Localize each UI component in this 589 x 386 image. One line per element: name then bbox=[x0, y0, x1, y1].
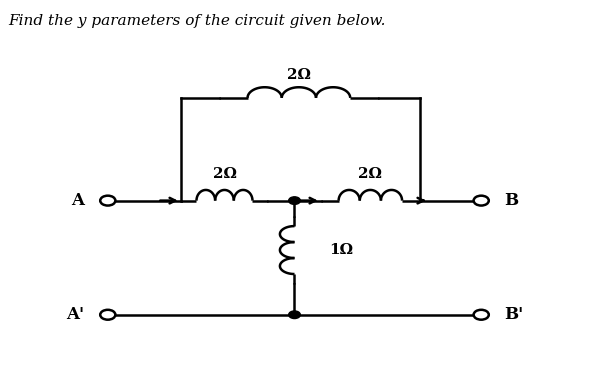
Text: A': A' bbox=[67, 306, 84, 323]
Circle shape bbox=[475, 311, 488, 319]
Circle shape bbox=[289, 197, 300, 205]
Circle shape bbox=[101, 311, 114, 319]
Circle shape bbox=[475, 196, 488, 205]
Text: B': B' bbox=[505, 306, 524, 323]
Text: B: B bbox=[505, 192, 519, 209]
Text: 2Ω: 2Ω bbox=[287, 68, 311, 82]
Circle shape bbox=[101, 196, 114, 205]
Text: Find the y parameters of the circuit given below.: Find the y parameters of the circuit giv… bbox=[9, 14, 386, 28]
Circle shape bbox=[289, 311, 300, 318]
Text: 2Ω: 2Ω bbox=[213, 167, 236, 181]
Text: 2Ω: 2Ω bbox=[359, 167, 382, 181]
Text: 1Ω: 1Ω bbox=[329, 243, 353, 257]
Text: A: A bbox=[71, 192, 84, 209]
